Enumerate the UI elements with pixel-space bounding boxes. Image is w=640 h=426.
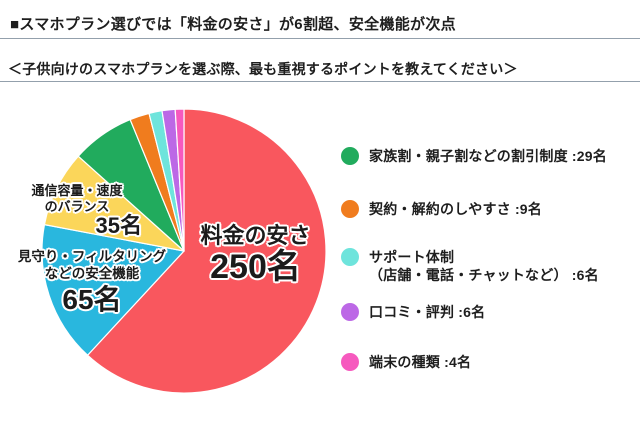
pie-slice-0	[86, 108, 327, 394]
label-capacity-line1: 通信容量・速度	[31, 183, 123, 198]
legend-dot-orange	[341, 200, 359, 218]
label-safety-line2: などの安全機能	[44, 265, 140, 281]
legend-label: 端末の種類 :4名	[369, 354, 472, 370]
subtitle-divider	[0, 81, 640, 82]
legend-label-line2: （店舗・電話・チャットなど） :6名	[369, 267, 599, 283]
pie-slice-1	[41, 224, 185, 356]
legend-dot-green	[341, 147, 359, 165]
legend-label-line1: サポート体制	[369, 249, 455, 265]
pie-slice-7	[174, 108, 185, 252]
label-safety-count: 65名	[62, 284, 122, 315]
label-safety-features: 見守り・フィルタリング などの安全機能	[8, 249, 176, 283]
label-capacity-count: 35名	[95, 213, 142, 238]
label-price-count: 250名	[210, 248, 301, 286]
title-divider	[0, 38, 640, 39]
legend-dot-purple	[341, 303, 359, 321]
legend-dot-cyan	[341, 248, 359, 266]
legend-dot-pink	[341, 353, 359, 371]
page-title: ■スマホプラン選びでは「料金の安さ」が6割超、安全機能が次点	[10, 16, 456, 33]
label-price-name: 料金の安さ	[200, 223, 311, 248]
survey-question-subtitle: ＜子供向けのスマホプランを選ぶ際、最も重視するポイントを教えてください＞	[8, 61, 518, 77]
label-safety-line1: 見守り・フィルタリング	[17, 249, 167, 264]
pie-chart	[41, 108, 327, 394]
legend-item-contract-ease: 契約・解約のしやすさ :9名	[341, 200, 542, 218]
legend-item-family-discount: 家族割・親子割などの割引制度 :29名	[341, 147, 607, 165]
legend-item-device-type: 端末の種類 :4名	[341, 353, 471, 371]
legend-item-reviews: 口コミ・評判 :6名	[341, 303, 485, 321]
legend-label: 家族割・親子割などの割引制度 :29名	[369, 148, 607, 164]
label-capacity-balance: 通信容量・速度 のバランス	[12, 183, 142, 216]
label-capacity-line2: のバランス	[44, 199, 110, 215]
legend-item-support: サポート体制 （店舗・電話・チャットなど） :6名	[341, 248, 599, 284]
legend-label: 契約・解約のしやすさ :9名	[369, 201, 542, 217]
legend-label: サポート体制 （店舗・電話・チャットなど） :6名	[369, 248, 599, 284]
legend-label: 口コミ・評判 :6名	[369, 304, 486, 320]
